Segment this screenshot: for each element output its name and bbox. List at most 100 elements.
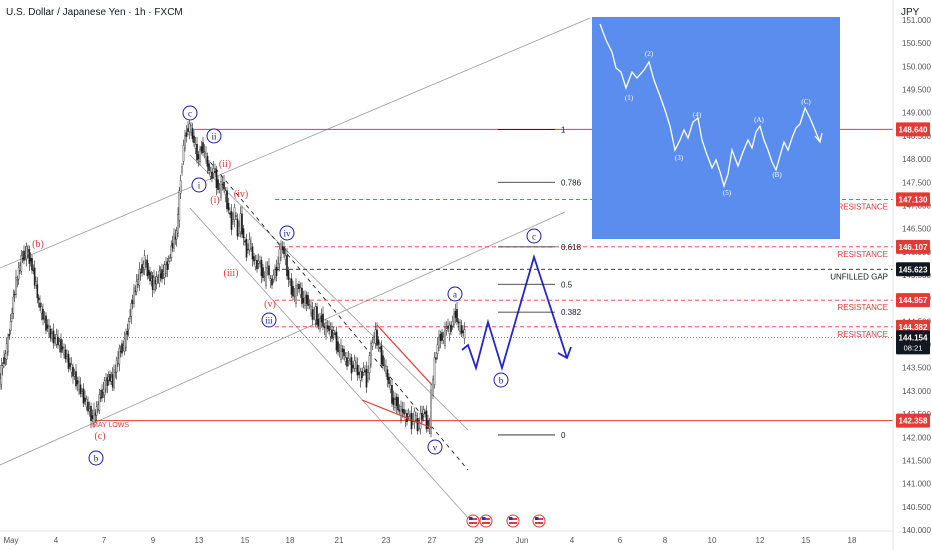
candle-body [48,326,50,335]
candle-body [221,183,224,186]
candle-body [101,389,103,399]
chart-title: U.S. Dollar / Japanese Yen · 1h · FXCM [6,7,183,18]
candle-body [235,215,237,217]
wedge-upper-line [376,324,433,386]
candle-body [179,180,182,194]
candle-body [0,378,1,387]
price-tag-bg-0 [896,122,930,137]
candle-body [247,248,249,251]
fib-label-0.382: 0.382 [561,308,582,317]
wave-label-red-6: (v) [264,299,276,310]
candle-body [289,281,291,283]
candle-body [427,420,429,429]
candle-body [1,365,4,369]
candle-body [287,270,290,280]
candle-body [349,360,351,362]
price-tag-bg-5 [896,319,930,334]
candle-body [175,230,178,240]
candle-body [115,360,118,373]
candle-body [232,219,234,222]
candle-body [395,396,398,406]
candle-body [147,270,150,276]
candle-body [7,336,9,353]
fib-label-0: 0 [561,431,566,440]
candle-body [19,265,21,271]
candle-body [274,269,276,278]
wave-label-blue-5: b [94,454,99,464]
candle-body [43,318,46,320]
candle-body [433,357,436,386]
candle-body [380,345,383,365]
inset-background [592,17,840,239]
candle-body [356,364,359,376]
candle-body [432,379,434,396]
wave-label-red-0: (b) [32,239,44,250]
candle-body [254,259,257,267]
candle-body [340,345,342,360]
price-tag-label-0: 148.640 [899,125,928,134]
candle-body [259,262,261,265]
candle-body [206,156,209,167]
wave-label-blue-0: c [188,109,192,119]
candle-body [316,306,318,325]
candle-body [0,365,3,385]
candle-body [142,263,145,268]
candle-body [155,276,158,285]
candle-body [400,406,402,420]
candle-body [323,326,326,329]
candle-body [220,181,222,198]
candle-body [25,246,28,260]
candle-body [111,374,114,388]
fib-label-1: 1 [561,125,566,134]
us-flag-icon [509,522,517,524]
wave-label-blue-1: ii [211,132,217,142]
candle-body [194,144,197,149]
candle-body [188,123,191,132]
candle-body [401,408,404,413]
candle-body [425,410,428,430]
candle-body [42,309,44,320]
inset-label-4: (5) [723,189,732,197]
candle-body [403,409,405,415]
candle-body [78,381,80,390]
inset-label-2: (3) [675,154,684,162]
price-tag-bg-3 [896,262,930,277]
us-flag-icon [535,518,543,520]
channel-line-2 [189,207,471,521]
candle-body [99,397,102,399]
candle-body [24,253,27,256]
candle-body [394,399,396,408]
candle-body [272,274,275,280]
candle-body [170,245,173,258]
candle-body [36,284,39,299]
candle-body [338,350,341,353]
candle-body [463,329,466,339]
wave-label-circle-9 [427,439,443,455]
candle-body [94,412,97,416]
price-tag-label-3: 145.623 [899,265,928,274]
candle-body [181,166,183,173]
candle-body [49,328,52,339]
us-flag-icon [532,514,546,528]
candle-body [117,358,119,364]
candle-body [284,255,287,260]
candle-body [134,290,137,292]
candle-body [328,325,330,331]
candle-body [143,255,146,270]
candle-body [130,302,133,317]
current-price-label: 144.154 [899,333,928,342]
inset-label-6: (B) [772,171,782,179]
candle-body [27,251,29,255]
candle-body [332,330,335,334]
candle-body [21,258,24,260]
candle-body [229,212,231,215]
candle-body [11,313,13,319]
us-flag-icon [482,517,486,520]
candle-body [138,269,141,286]
us-flag-icon [482,522,490,524]
candle-body [280,243,282,258]
candle-body [263,276,266,278]
candle-body [292,285,294,297]
wave-label-circle-6 [447,286,463,302]
candle-body [445,328,448,331]
